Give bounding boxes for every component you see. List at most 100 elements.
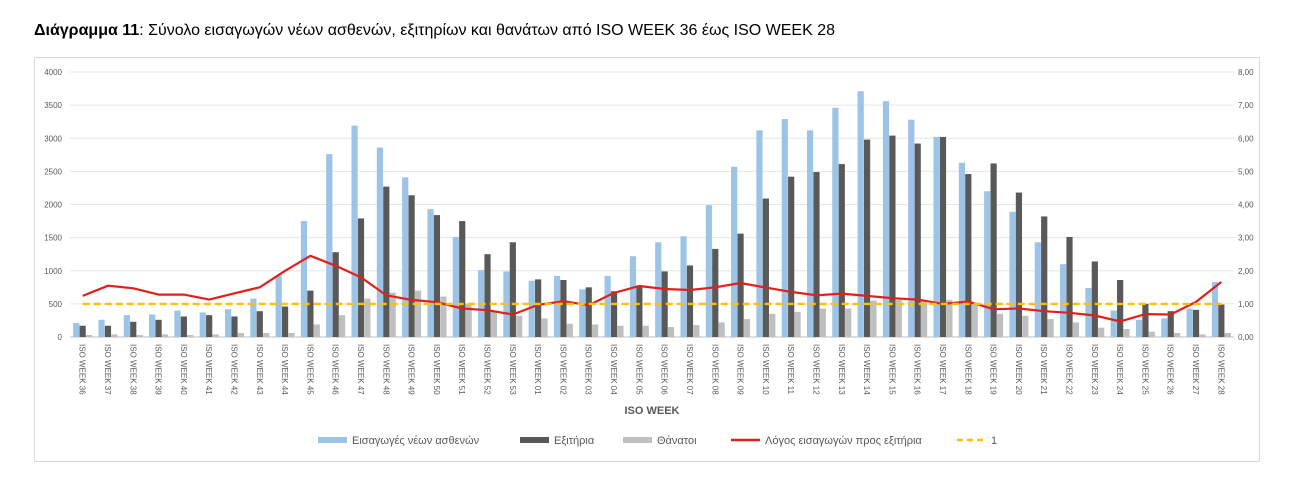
bar	[187, 335, 194, 337]
bar	[465, 303, 472, 337]
y2-tick-label: 2,00	[1238, 267, 1254, 276]
bar	[667, 327, 675, 337]
legend-swatch	[520, 437, 549, 443]
x-axis-title: ISO WEEK	[624, 405, 679, 417]
x-tick-label: ISO WEEK 13	[837, 344, 846, 395]
bar	[1098, 327, 1105, 337]
x-tick-label: ISO WEEK 53	[508, 344, 517, 395]
bar	[1192, 309, 1200, 337]
bar	[364, 298, 371, 337]
x-tick-label: ISO WEEK 20	[1014, 344, 1023, 395]
bar	[1148, 331, 1155, 337]
left-axis-ticks: 0 500 1000 1500 2000 2500 3000 3500 4000	[44, 68, 62, 342]
x-tick-label: ISO WEEK 09	[736, 344, 745, 395]
x-tick-label: ISO WEEK 04	[609, 344, 618, 395]
bar	[1085, 287, 1092, 337]
bar	[237, 333, 244, 337]
bar	[857, 91, 864, 338]
bar	[870, 300, 877, 337]
bar	[206, 315, 213, 337]
bar	[427, 209, 434, 337]
bar	[402, 177, 409, 337]
figure-caption: Διάγραμμα 11: Σύνολο εισαγωγών νέων ασθε…	[34, 22, 835, 40]
y-tick-label: 1500	[44, 234, 62, 243]
bar	[661, 271, 668, 337]
bar	[984, 191, 991, 337]
y-tick-label: 500	[49, 300, 63, 309]
x-tick-label: ISO WEEK 05	[634, 344, 643, 395]
x-tick-label: ISO WEEK 48	[381, 344, 390, 395]
bar	[1110, 310, 1117, 337]
bar	[516, 315, 523, 337]
bar	[155, 319, 162, 337]
bar	[73, 323, 80, 337]
x-tick-label: ISO WEEK 47	[356, 344, 365, 395]
bar	[111, 334, 118, 337]
bar	[275, 275, 282, 337]
bar	[882, 101, 890, 338]
bar	[781, 119, 788, 337]
bar	[958, 162, 966, 337]
x-tick-label: ISO WEEK 36	[78, 344, 87, 395]
x-tick-label: ISO WEEK 08	[710, 344, 719, 395]
bar	[440, 296, 447, 337]
bar	[85, 335, 93, 337]
x-tick-label: ISO WEEK 11	[786, 344, 795, 395]
bar	[180, 316, 187, 337]
x-tick-label: ISO WEEK 15	[887, 344, 896, 395]
x-tick-label: ISO WEEK 24	[1115, 344, 1124, 395]
bar	[769, 313, 776, 337]
legend-label: Εισαγωγές νέων ασθενών	[352, 435, 480, 447]
bar	[79, 325, 86, 337]
bar	[939, 136, 947, 337]
x-tick-label: ISO WEEK 19	[989, 344, 998, 395]
x-tick-label: ISO WEEK 03	[584, 344, 593, 395]
bar	[731, 166, 738, 337]
bar	[965, 174, 972, 337]
bar	[1066, 236, 1073, 337]
bar	[756, 130, 763, 337]
bar	[1072, 322, 1080, 337]
bar	[832, 107, 839, 338]
x-tick-label: ISO WEEK 50	[432, 344, 441, 395]
bar	[889, 135, 896, 337]
bar	[914, 143, 921, 337]
bar	[1174, 333, 1181, 337]
bar	[250, 298, 257, 337]
chart-frame	[34, 57, 1260, 462]
legend-label: 1	[991, 435, 997, 447]
y-tick-label: 0	[58, 333, 63, 342]
bar	[845, 308, 852, 337]
x-tick-label: ISO WEEK 45	[305, 344, 314, 395]
bar	[1015, 192, 1023, 337]
ratio-line	[82, 254, 1222, 323]
bar	[1123, 329, 1130, 337]
y-tick-label: 1000	[44, 267, 62, 276]
y2-tick-label: 8,00	[1238, 68, 1254, 77]
bar	[737, 233, 744, 337]
bar	[161, 334, 169, 337]
bar	[414, 290, 422, 337]
bar	[300, 221, 308, 337]
y-tick-label: 2000	[44, 201, 62, 210]
x-tick-label: ISO WEEK 37	[103, 344, 112, 395]
bar	[528, 280, 535, 337]
legend-label: Θάνατοι	[657, 435, 697, 447]
y-tick-label: 4000	[44, 68, 62, 77]
bar-series	[73, 91, 1231, 338]
bar	[908, 119, 915, 337]
x-tick-label: ISO WEEK 27	[1191, 344, 1200, 395]
bar	[351, 125, 358, 337]
y-tick-label: 3500	[44, 101, 62, 110]
x-tick-label: ISO WEEK 14	[862, 344, 871, 395]
bar	[123, 315, 130, 337]
x-tick-label: ISO WEEK 28	[1216, 344, 1225, 395]
bar	[1091, 261, 1098, 337]
bar	[680, 236, 687, 337]
bar	[224, 309, 232, 337]
bar	[1009, 211, 1016, 337]
bar	[1186, 308, 1193, 337]
bar	[307, 290, 314, 337]
bar	[136, 335, 143, 337]
bar	[98, 319, 105, 337]
